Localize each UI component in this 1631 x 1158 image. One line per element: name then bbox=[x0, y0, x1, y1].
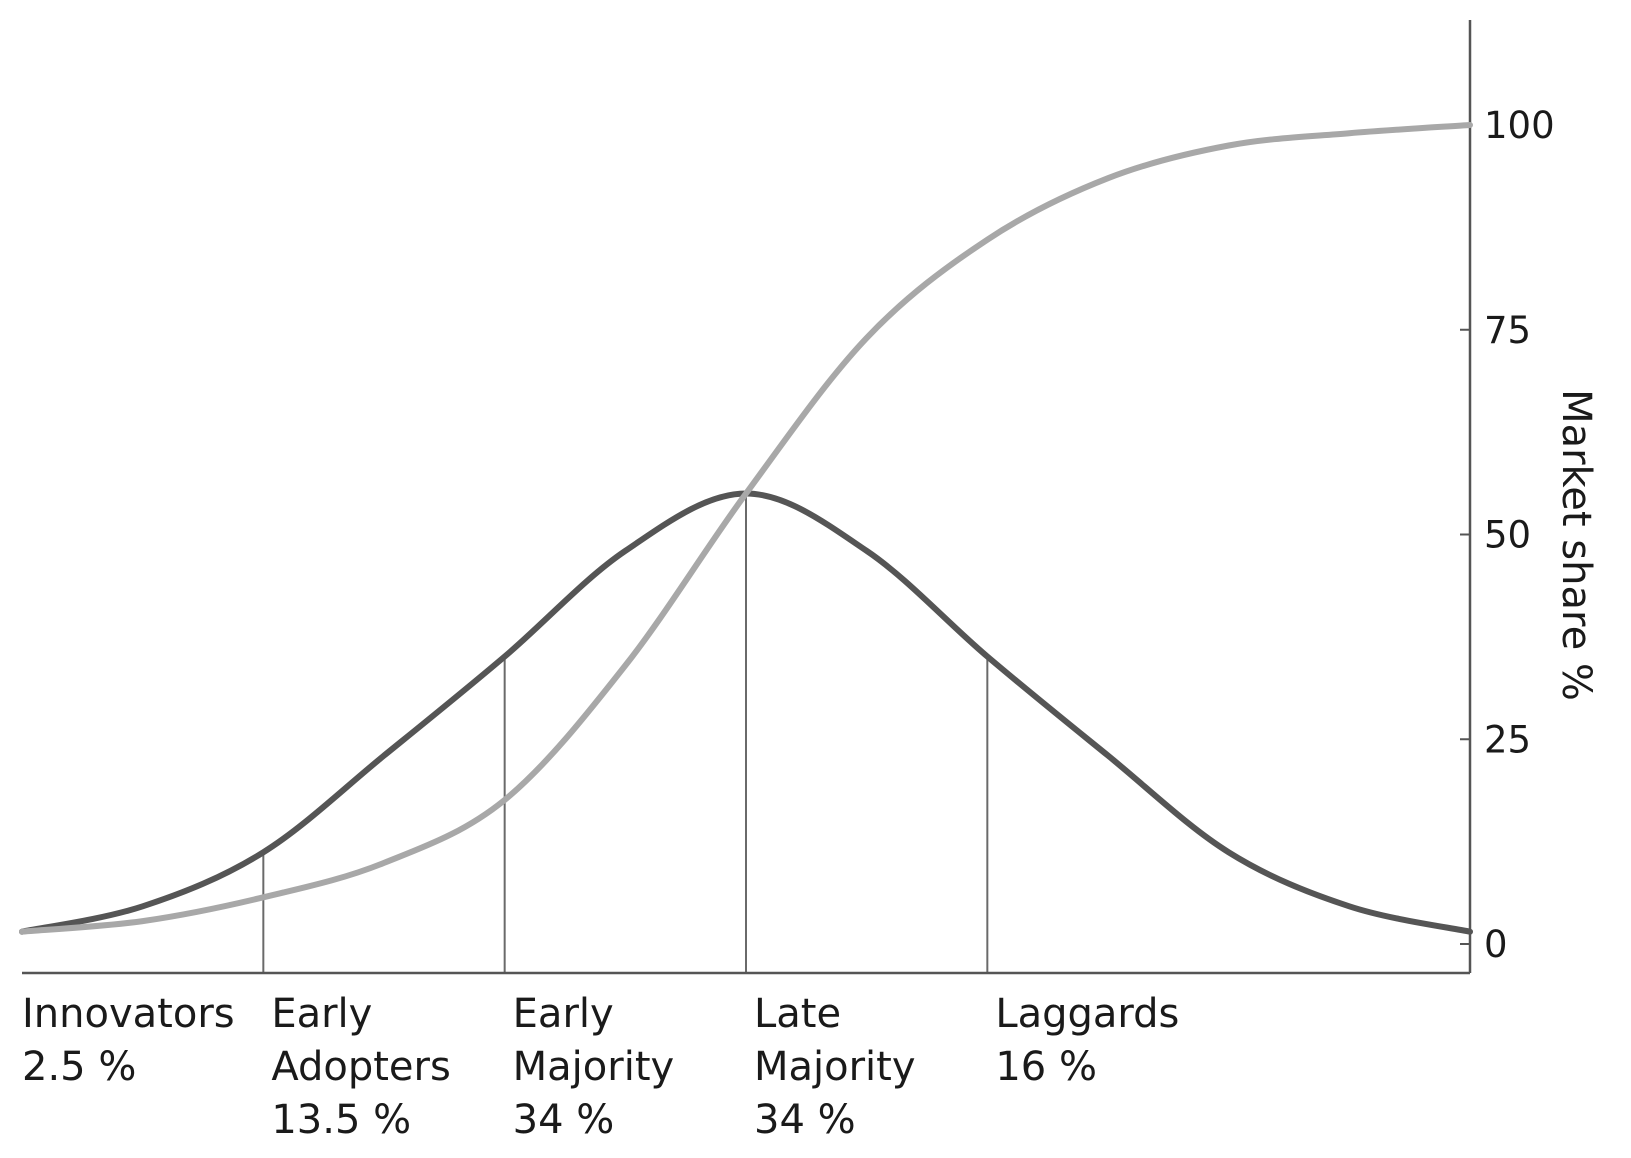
segment-label: Early bbox=[513, 991, 614, 1037]
y-axis-title: Market share % bbox=[1553, 389, 1599, 701]
segment-label: 16 % bbox=[995, 1044, 1097, 1090]
cumulative-s-curve-line bbox=[19, 122, 1473, 935]
segment-label: Majority bbox=[513, 1044, 675, 1090]
segment-label: Early bbox=[271, 991, 372, 1037]
segment-label: Late bbox=[754, 991, 841, 1037]
segment-label: 34 % bbox=[513, 1097, 615, 1143]
y-tick-label: 25 bbox=[1484, 718, 1531, 761]
segment-labels: Innovators 2.5 % Early Adopters 13.5 % Early M… bbox=[22, 991, 1179, 1143]
segment-label: Laggards bbox=[995, 991, 1179, 1037]
y-tick-label: 75 bbox=[1484, 309, 1531, 352]
segment-label: 2.5 % bbox=[22, 1044, 136, 1090]
y-tick-label: 0 bbox=[1484, 923, 1508, 966]
series-lines bbox=[19, 122, 1473, 935]
segment-label: Adopters bbox=[271, 1044, 451, 1090]
y-axis-ticks: 0 25 50 75 100 bbox=[1460, 104, 1555, 966]
segment-label: 13.5 % bbox=[271, 1097, 411, 1143]
segment-boundaries bbox=[262, 493, 989, 973]
y-tick-label: 50 bbox=[1484, 514, 1531, 557]
segment-label: Innovators bbox=[22, 991, 235, 1037]
segment-label: Majority bbox=[754, 1044, 916, 1090]
segment-label: 34 % bbox=[754, 1097, 856, 1143]
y-tick-label: 100 bbox=[1484, 104, 1555, 147]
